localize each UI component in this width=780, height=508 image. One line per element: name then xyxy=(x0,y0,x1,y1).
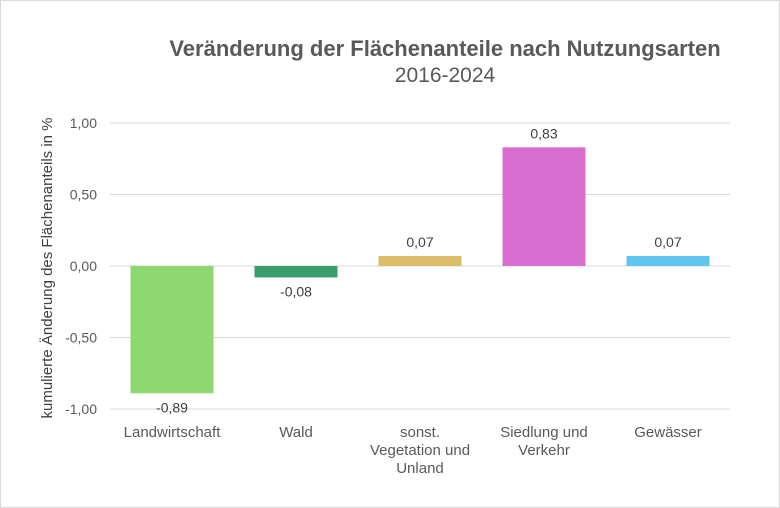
chart-title: Veränderung der Flächenanteile nach Nutz… xyxy=(169,36,721,61)
bar xyxy=(254,266,338,278)
data-labels: -0,89 -0,08 0,07 0,83 0,07 xyxy=(156,125,682,415)
bar xyxy=(626,255,710,266)
bars xyxy=(130,147,710,394)
y-tick-label: 0,50 xyxy=(70,187,97,203)
bar xyxy=(502,147,586,266)
y-tick-label: 0,00 xyxy=(70,258,97,274)
bar xyxy=(378,255,462,266)
y-tick-label: -0,50 xyxy=(65,330,97,346)
y-axis-title: kumulierte Änderung des Flächenanteils i… xyxy=(39,117,56,418)
data-label: 0,07 xyxy=(654,234,681,250)
y-axis-ticks: 1,00 0,50 0,00 -0,50 -1,00 xyxy=(65,115,97,417)
chart-subtitle: 2016-2024 xyxy=(394,64,496,87)
data-label: -0,08 xyxy=(280,283,312,299)
data-label: -0,89 xyxy=(156,399,188,415)
category-label: sonst. Vegetation und Unland xyxy=(370,424,470,477)
data-label: 0,83 xyxy=(530,125,557,141)
category-label: Gewässer xyxy=(634,424,702,441)
category-labels: Landwirtschaft Wald sonst. Vegetation und Un… xyxy=(124,424,702,477)
y-tick-label: -1,00 xyxy=(65,401,97,417)
category-label: Wald xyxy=(279,424,313,441)
bar xyxy=(130,266,214,394)
y-tick-label: 1,00 xyxy=(70,115,97,131)
category-label: Siedlung und Verkehr xyxy=(500,424,588,459)
category-label: Landwirtschaft xyxy=(124,424,222,441)
data-label: 0,07 xyxy=(406,234,433,250)
